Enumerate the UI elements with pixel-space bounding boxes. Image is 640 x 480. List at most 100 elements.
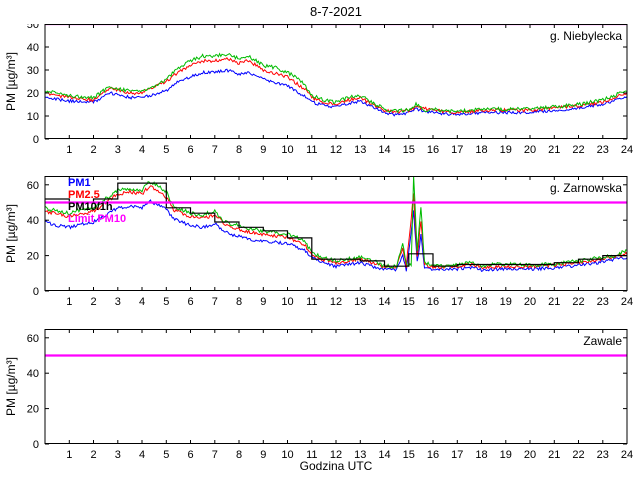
- svg-text:14: 14: [378, 296, 390, 308]
- svg-text:21: 21: [548, 449, 560, 461]
- legend-entry-pm10-1h: PM10/1h: [68, 201, 113, 213]
- legend-entry-limit-pm10: Limit PM10: [68, 213, 127, 225]
- svg-text:6: 6: [187, 449, 193, 461]
- svg-text:5: 5: [163, 449, 169, 461]
- panel-zarnowska-plot: 1 2 3 4 5 6 7 8 9 10 11 12 13 14 15 16 17 18 19 20 21 22 23 240…: [27, 176, 633, 308]
- svg-text:50: 50: [27, 24, 39, 31]
- svg-text:13: 13: [354, 296, 366, 308]
- svg-text:20: 20: [524, 144, 536, 156]
- svg-text:15: 15: [403, 144, 415, 156]
- svg-text:20: 20: [524, 296, 536, 308]
- station-label-niebylecka: g. Niebylecka: [549, 29, 622, 43]
- svg-text:0: 0: [33, 439, 39, 451]
- svg-text:18: 18: [475, 449, 487, 461]
- svg-text:13: 13: [354, 144, 366, 156]
- svg-text:14: 14: [378, 449, 390, 461]
- svg-text:24: 24: [621, 296, 633, 308]
- svg-text:5: 5: [163, 296, 169, 308]
- svg-text:21: 21: [548, 144, 560, 156]
- svg-text:19: 19: [500, 144, 512, 156]
- svg-text:15: 15: [403, 296, 415, 308]
- svg-text:20: 20: [524, 449, 536, 461]
- svg-text:23: 23: [597, 449, 609, 461]
- svg-text:3: 3: [115, 144, 121, 156]
- chart-title: 8-7-2021: [309, 4, 363, 19]
- svg-text:21: 21: [548, 296, 560, 308]
- svg-text:22: 22: [572, 144, 584, 156]
- svg-text:24: 24: [621, 144, 633, 156]
- svg-text:18: 18: [475, 144, 487, 156]
- svg-text:7: 7: [212, 144, 218, 156]
- svg-text:1: 1: [66, 449, 72, 461]
- svg-text:20: 20: [27, 88, 39, 100]
- svg-text:16: 16: [427, 449, 439, 461]
- svg-text:6: 6: [187, 296, 193, 308]
- svg-text:23: 23: [597, 144, 609, 156]
- svg-text:19: 19: [500, 449, 512, 461]
- svg-text:0: 0: [33, 286, 39, 298]
- panel-niebylecka-plot: 1 2 3 4 5 6 7 8 9 10 11 12 13 14 15 16 17 18 19 20 21 22 23 240…: [27, 24, 633, 156]
- legend-entry-pm1: PM1: [68, 177, 91, 189]
- svg-text:19: 19: [500, 296, 512, 308]
- svg-text:7: 7: [212, 449, 218, 461]
- svg-text:9: 9: [260, 144, 266, 156]
- svg-text:9: 9: [260, 296, 266, 308]
- svg-text:60: 60: [27, 333, 39, 345]
- svg-text:12: 12: [330, 449, 342, 461]
- svg-text:3: 3: [115, 449, 121, 461]
- svg-text:24: 24: [621, 449, 633, 461]
- svg-text:2: 2: [90, 296, 96, 308]
- svg-text:2: 2: [90, 449, 96, 461]
- svg-text:14: 14: [378, 144, 390, 156]
- svg-text:6: 6: [187, 144, 193, 156]
- svg-text:20: 20: [27, 404, 39, 416]
- svg-text:11: 11: [306, 296, 317, 308]
- svg-text:17: 17: [451, 296, 463, 308]
- svg-text:12: 12: [330, 296, 342, 308]
- svg-text:16: 16: [427, 296, 439, 308]
- station-label-zawale: Zawale: [583, 334, 622, 348]
- svg-text:15: 15: [403, 449, 415, 461]
- svg-text:23: 23: [597, 296, 609, 308]
- svg-text:10: 10: [27, 111, 39, 123]
- svg-text:2: 2: [90, 144, 96, 156]
- svg-text:4: 4: [139, 449, 145, 461]
- svg-text:3: 3: [115, 296, 121, 308]
- svg-text:12: 12: [330, 144, 342, 156]
- legend: PM1 PM2.5 PM10/1h Limit PM10: [68, 177, 126, 225]
- svg-text:7: 7: [212, 296, 218, 308]
- svg-text:10: 10: [281, 449, 293, 461]
- svg-text:8: 8: [236, 296, 242, 308]
- svg-text:10: 10: [281, 144, 293, 156]
- svg-text:11: 11: [306, 144, 317, 156]
- legend-entry-pm25: PM2.5: [68, 189, 100, 201]
- svg-text:11: 11: [306, 449, 317, 461]
- svg-text:4: 4: [139, 296, 145, 308]
- x-axis-label: Godzina UTC: [299, 459, 373, 473]
- svg-text:1: 1: [66, 296, 72, 308]
- svg-text:40: 40: [27, 368, 39, 380]
- svg-text:1: 1: [66, 144, 72, 156]
- svg-text:20: 20: [27, 251, 39, 263]
- svg-text:9: 9: [260, 449, 266, 461]
- svg-text:17: 17: [451, 449, 463, 461]
- svg-text:4: 4: [139, 144, 145, 156]
- svg-text:22: 22: [572, 449, 584, 461]
- svg-text:10: 10: [281, 296, 293, 308]
- svg-text:40: 40: [27, 215, 39, 227]
- svg-text:40: 40: [27, 42, 39, 54]
- svg-text:18: 18: [475, 296, 487, 308]
- svg-text:22: 22: [572, 296, 584, 308]
- svg-text:30: 30: [27, 65, 39, 77]
- svg-text:16: 16: [427, 144, 439, 156]
- station-label-zarnowska: g. Zarnowska: [549, 181, 622, 195]
- svg-text:5: 5: [163, 144, 169, 156]
- svg-text:13: 13: [354, 449, 366, 461]
- svg-text:0: 0: [33, 134, 39, 146]
- svg-text:17: 17: [451, 144, 463, 156]
- svg-text:8: 8: [236, 144, 242, 156]
- svg-text:8: 8: [236, 449, 242, 461]
- panel-zawale-plot: 1 2 3 4 5 6 7 8 9 10 11 12 13 14 15 16 17 18 19 20 21 22 23 240…: [27, 329, 633, 461]
- svg-text:60: 60: [27, 180, 39, 192]
